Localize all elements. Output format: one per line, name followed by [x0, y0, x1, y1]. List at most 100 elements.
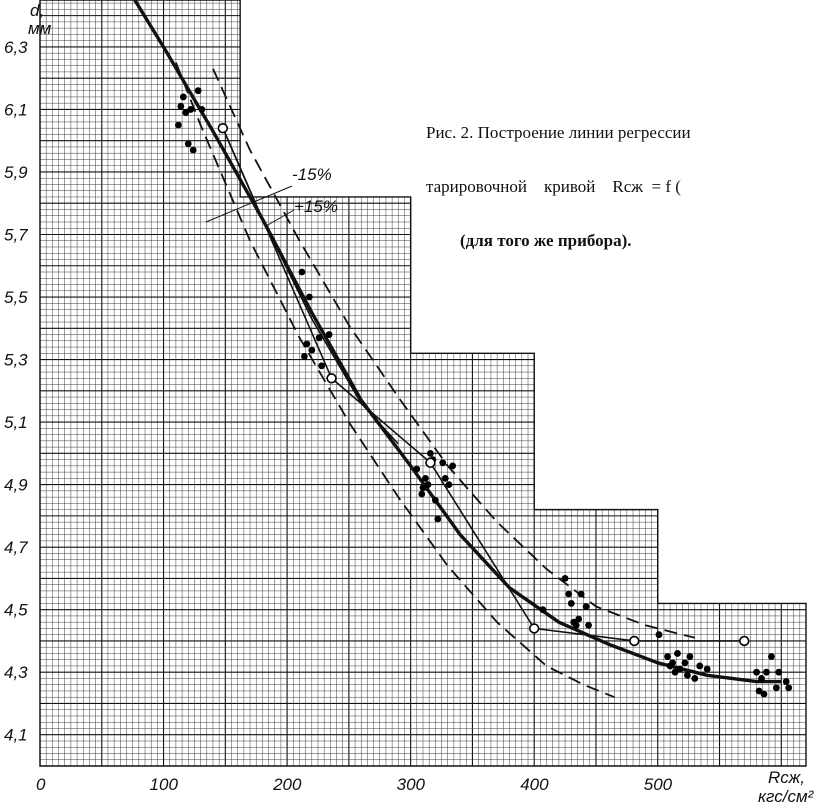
series-line-thin-solid [222, 127, 399, 445]
data-point-open [425, 457, 436, 468]
data-point-open [326, 373, 337, 384]
y-tick-label: 4,7 [4, 538, 28, 557]
y-tick-label: 5,3 [4, 351, 28, 370]
y-tick-label: 6,3 [4, 38, 28, 57]
band-label-plus: +15% [294, 197, 338, 216]
y-tick-label: 5,5 [4, 288, 28, 307]
data-point-filled [674, 650, 681, 657]
series-line-dashed [175, 62, 615, 699]
series-line-thick-solid [132, 0, 782, 684]
data-point-filled [300, 353, 308, 360]
chart-labels: d, мм Rсж, кгс/см² -15% +15% 4,1 4,3 4,5 4,… [4, 1, 815, 804]
data-point-filled [184, 140, 192, 148]
caption-line-3: (для того же прибора). [460, 231, 632, 250]
chart-curves [132, 0, 782, 699]
data-point-filled [655, 631, 663, 639]
caption-line-2: тарировочной кривой Rсж = f ( [426, 177, 681, 196]
data-point-filled [422, 474, 429, 482]
data-point-open [217, 122, 229, 134]
y-axis-unit: мм [28, 19, 52, 38]
data-point-filled [753, 668, 760, 676]
data-point-filled [755, 687, 763, 695]
data-point-filled [198, 106, 206, 113]
data-point-filled [419, 484, 427, 492]
data-point-filled [565, 590, 573, 598]
data-point-filled [445, 481, 453, 489]
data-point-filled [189, 146, 197, 154]
data-point-filled [298, 268, 306, 276]
grid-boundary [39, 0, 807, 767]
data-point-open [528, 623, 540, 634]
y-tick-label: 5,1 [4, 413, 28, 432]
band-leader-plus [265, 209, 295, 227]
data-point-filled [305, 293, 313, 301]
caption-line-1: Рис. 2. Построение линии регрессии [426, 123, 691, 142]
data-point-open [629, 635, 640, 647]
data-point-filled [782, 678, 790, 685]
x-tick-label: 100 [150, 775, 179, 794]
data-point-filled [561, 575, 569, 582]
data-point-filled [671, 668, 679, 676]
data-point-filled [696, 662, 704, 670]
data-point-filled [441, 474, 449, 482]
data-point-filled [772, 684, 780, 692]
data-point-filled [413, 465, 421, 473]
data-point-filled [577, 590, 585, 598]
data-point-filled [669, 659, 676, 667]
data-point-filled [758, 675, 765, 682]
y-tick-label: 4,9 [4, 476, 28, 495]
data-point-filled [308, 346, 316, 354]
band-leader-minus [205, 185, 293, 223]
figure-caption: Рис. 2. Построение линии регрессии тарир… [426, 88, 691, 268]
data-point-filled [703, 665, 711, 673]
data-point-filled [318, 362, 326, 370]
data-point-filled [575, 615, 583, 623]
y-tick-label: 4,1 [4, 726, 28, 745]
y-tick-label: 5,9 [4, 163, 28, 182]
data-point-filled [664, 653, 672, 660]
data-point-filled [177, 102, 185, 110]
data-point-filled [427, 449, 434, 457]
data-point-filled [418, 490, 426, 498]
data-point-filled [775, 668, 783, 676]
x-axis-title: Rсж, [768, 768, 805, 787]
data-point-filled [763, 668, 770, 676]
y-tick-label: 5,7 [4, 225, 28, 244]
data-point-filled [681, 659, 689, 667]
data-point-filled [179, 93, 187, 101]
data-point-filled [676, 665, 684, 673]
data-point-filled [303, 340, 311, 348]
data-point-filled [434, 515, 442, 523]
data-point-filled [449, 462, 457, 470]
data-point-filled [785, 684, 793, 692]
data-point-filled [572, 621, 580, 629]
data-point-open [739, 635, 750, 647]
series-line-dashed [212, 68, 696, 639]
y-tick-label: 4,3 [4, 663, 28, 682]
x-tick-label: 300 [397, 775, 426, 794]
data-point-filled [582, 603, 590, 610]
data-point-filled [585, 621, 592, 629]
chart-points [174, 87, 793, 698]
data-point-filled [760, 690, 768, 698]
data-point-filled [187, 106, 195, 113]
data-point-filled [691, 675, 699, 682]
data-point-filled [182, 109, 190, 116]
y-tick-label: 6,1 [4, 100, 28, 119]
chart-grid [39, 0, 807, 767]
data-point-filled [325, 331, 333, 338]
data-point-filled [439, 459, 447, 467]
data-point-filled [431, 496, 439, 504]
data-point-filled [174, 121, 182, 129]
data-point-filled [424, 481, 432, 489]
x-axis-unit: кгс/см² [758, 787, 815, 804]
series-line-thin-solid [222, 127, 745, 642]
x-tick-label: 200 [272, 775, 302, 794]
y-axis-title: d, [30, 1, 44, 20]
data-point-filled [315, 334, 323, 342]
data-point-filled [683, 671, 691, 679]
data-point-filled [686, 653, 694, 660]
data-point-filled [539, 606, 547, 614]
x-tick-label: 0 [36, 775, 46, 794]
